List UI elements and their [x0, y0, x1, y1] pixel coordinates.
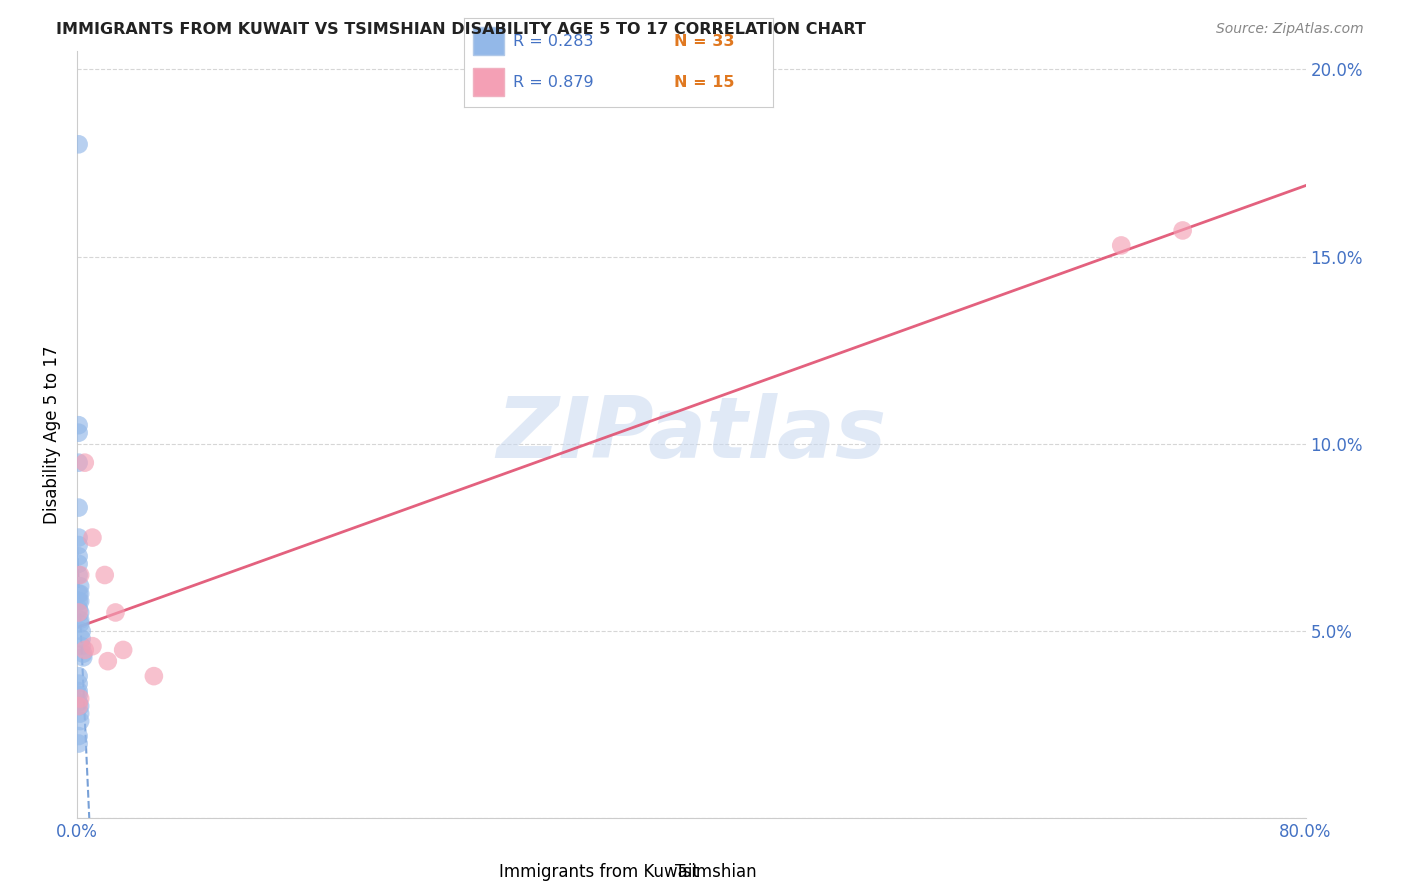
- Point: [1171, 223, 1194, 237]
- Point: [67, 606, 90, 620]
- Text: N = 15: N = 15: [675, 75, 735, 89]
- Point: [67, 137, 90, 152]
- Point: [69, 714, 91, 728]
- FancyBboxPatch shape: [474, 68, 505, 96]
- Point: [69, 613, 91, 627]
- Point: [67, 688, 90, 702]
- Point: [93, 568, 115, 582]
- Point: [82, 639, 104, 653]
- Point: [67, 699, 90, 714]
- Point: [112, 643, 135, 657]
- Point: [67, 676, 90, 690]
- Point: [1109, 238, 1132, 252]
- Point: [67, 456, 90, 470]
- Text: R = 0.283: R = 0.283: [513, 34, 593, 48]
- FancyBboxPatch shape: [474, 27, 505, 55]
- Point: [67, 538, 90, 552]
- Text: N = 33: N = 33: [675, 34, 735, 48]
- Point: [70, 624, 93, 639]
- Point: [67, 594, 90, 608]
- Point: [72, 647, 94, 661]
- Point: [69, 606, 91, 620]
- Point: [142, 669, 165, 683]
- Point: [67, 729, 90, 743]
- Point: [69, 579, 91, 593]
- Text: R = 0.879: R = 0.879: [513, 75, 595, 89]
- Point: [70, 632, 93, 646]
- Point: [70, 639, 93, 653]
- Point: [67, 500, 90, 515]
- Point: [67, 737, 90, 751]
- Point: [69, 587, 91, 601]
- Point: [67, 587, 90, 601]
- Text: IMMIGRANTS FROM KUWAIT VS TSIMSHIAN DISABILITY AGE 5 TO 17 CORRELATION CHART: IMMIGRANTS FROM KUWAIT VS TSIMSHIAN DISA…: [56, 22, 866, 37]
- Point: [67, 695, 90, 709]
- Point: [67, 425, 90, 440]
- Point: [97, 654, 120, 668]
- Point: [73, 643, 96, 657]
- Point: [67, 531, 90, 545]
- Text: Tsimshian: Tsimshian: [675, 863, 756, 881]
- Point: [67, 601, 90, 615]
- Point: [69, 594, 91, 608]
- Point: [69, 699, 91, 714]
- Point: [67, 669, 90, 683]
- Point: [67, 568, 90, 582]
- Text: ZIPatlas: ZIPatlas: [496, 393, 886, 476]
- Text: Source: ZipAtlas.com: Source: ZipAtlas.com: [1216, 22, 1364, 37]
- Point: [69, 616, 91, 631]
- Point: [67, 418, 90, 433]
- Point: [82, 531, 104, 545]
- Point: [72, 650, 94, 665]
- Point: [67, 684, 90, 698]
- Point: [104, 606, 127, 620]
- Point: [67, 549, 90, 564]
- Point: [69, 706, 91, 721]
- Point: [69, 568, 91, 582]
- Point: [67, 557, 90, 571]
- Y-axis label: Disability Age 5 to 17: Disability Age 5 to 17: [44, 345, 60, 524]
- Point: [73, 456, 96, 470]
- Point: [69, 691, 91, 706]
- Text: Immigrants from Kuwait: Immigrants from Kuwait: [499, 863, 699, 881]
